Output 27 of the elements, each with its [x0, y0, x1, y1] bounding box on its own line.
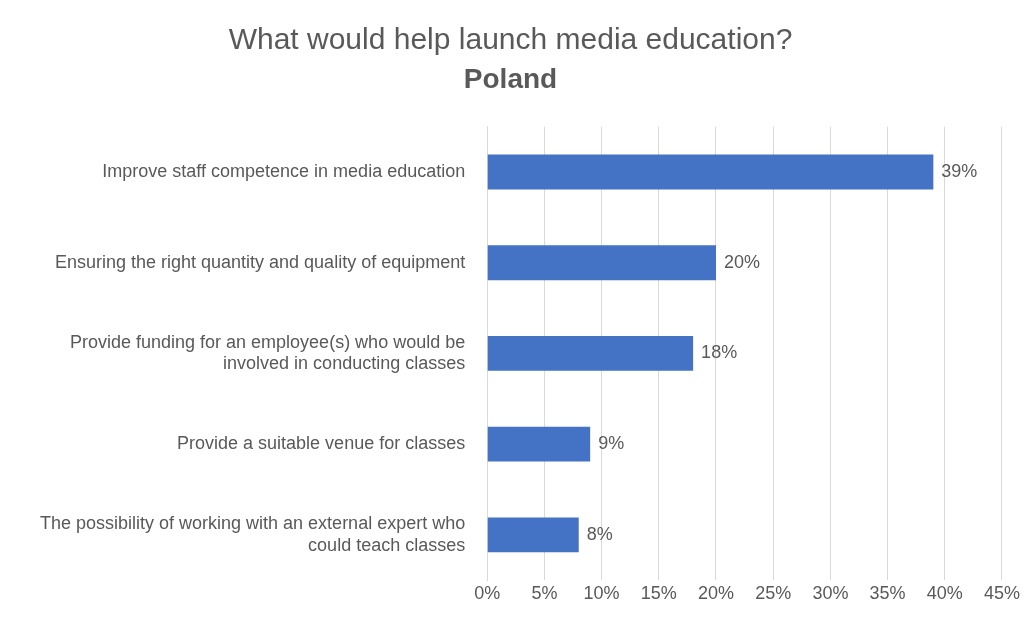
y-tick-label: Provide funding for an employee(s) who would be involved in conducting classes — [69, 331, 466, 374]
bar — [487, 335, 694, 371]
x-tick-label: 30% — [812, 582, 849, 603]
y-tick-label: Improve staff competence in media education — [102, 160, 466, 181]
data-label: 18% — [701, 342, 738, 363]
chart-subtitle: Poland — [463, 62, 558, 94]
x-tick-label: 45% — [983, 582, 1020, 603]
x-tick-label: 15% — [640, 582, 677, 603]
bar — [487, 245, 716, 281]
data-label: 39% — [941, 160, 978, 181]
x-tick-label: 35% — [869, 582, 906, 603]
bar — [487, 426, 591, 462]
bar — [487, 154, 934, 190]
x-tick-label: 25% — [755, 582, 792, 603]
y-tick-label: The possibility of working with an external expert who could teach classes — [39, 513, 466, 555]
x-tick-label: 5% — [531, 582, 558, 603]
x-tick-label: 0% — [474, 582, 501, 603]
data-label: 20% — [724, 251, 761, 272]
y-tick-label: Provide a suitable venue for classes — [177, 433, 466, 454]
x-tick-label: 10% — [583, 582, 620, 603]
x-tick-label: 40% — [926, 582, 963, 603]
data-label: 9% — [598, 433, 625, 454]
y-tick-label: Ensuring the right quantity and quality of equipment — [54, 251, 466, 272]
bar — [487, 517, 579, 553]
chart-title: What would help launch media education? — [228, 22, 793, 56]
data-label: 8% — [586, 523, 613, 544]
x-tick-label: 20% — [697, 582, 735, 603]
